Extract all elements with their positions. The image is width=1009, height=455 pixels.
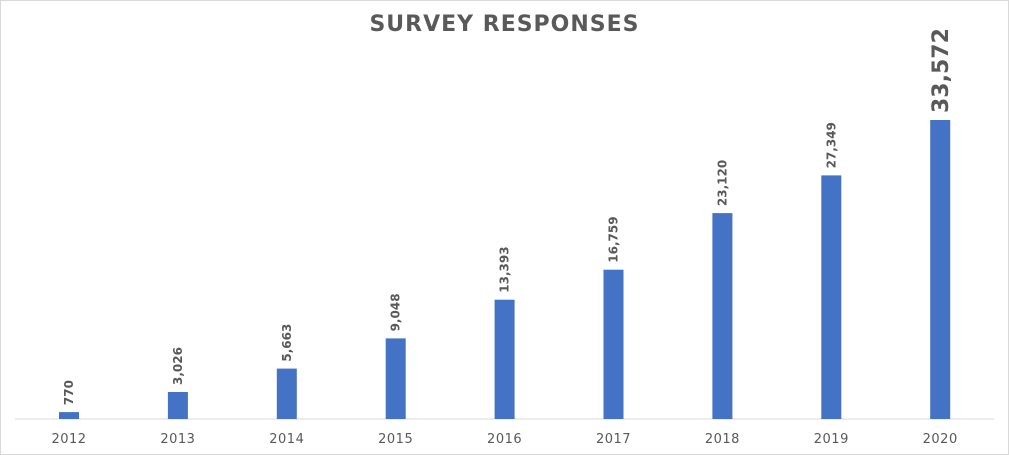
x-tick-label-2013: 2013 bbox=[160, 432, 195, 447]
x-tick-label-2016: 2016 bbox=[487, 432, 522, 447]
bar-2015 bbox=[385, 338, 406, 419]
bar-2016 bbox=[494, 299, 515, 419]
chart-title: SURVEY RESPONSES bbox=[369, 12, 640, 37]
data-label-2012: 770 bbox=[62, 380, 76, 405]
data-label-2015: 9,048 bbox=[389, 293, 403, 331]
bars-group bbox=[59, 120, 951, 419]
x-tick-label-2018: 2018 bbox=[705, 432, 740, 447]
bar-2014 bbox=[276, 368, 297, 419]
x-tick-label-2017: 2017 bbox=[596, 432, 631, 447]
x-tick-labels-group: 2012 2013 2014 2015 2016 2017 2018 2019 2020 bbox=[51, 432, 957, 447]
bar-2013 bbox=[167, 392, 188, 419]
data-labels-group: 770 3,026 5,663 9,048 13,393 16,759 23,120 27,3… bbox=[62, 28, 954, 405]
bar-2017 bbox=[603, 269, 624, 419]
bar-2012 bbox=[59, 412, 79, 419]
data-label-2019: 27,349 bbox=[824, 122, 838, 168]
x-tick-label-2012: 2012 bbox=[51, 432, 86, 447]
x-tick-label-2014: 2014 bbox=[269, 432, 304, 447]
data-label-2020: 33,572 bbox=[929, 28, 954, 113]
x-tick-label-2015: 2015 bbox=[378, 432, 413, 447]
x-tick-label-2019: 2019 bbox=[814, 432, 849, 447]
data-label-2016: 13,393 bbox=[498, 246, 512, 292]
x-tick-label-2020: 2020 bbox=[923, 432, 958, 447]
bar-2018 bbox=[712, 213, 733, 419]
data-label-2018: 23,120 bbox=[715, 160, 729, 206]
bar-2019 bbox=[821, 175, 842, 419]
data-label-2014: 5,663 bbox=[280, 324, 294, 362]
data-label-2017: 16,759 bbox=[607, 216, 621, 262]
data-label-2013: 3,026 bbox=[171, 347, 185, 385]
bar-2020 bbox=[930, 120, 951, 419]
